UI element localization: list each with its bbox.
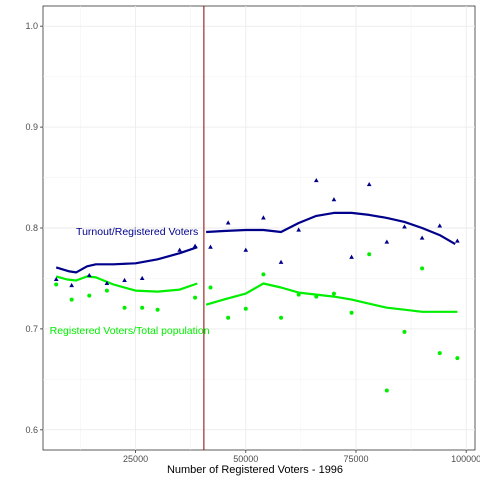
data-point-registered <box>384 388 389 393</box>
data-point-turnout <box>53 276 59 282</box>
data-point-turnout <box>455 238 460 243</box>
data-point-registered <box>261 272 266 277</box>
smooth-line-turnout-right <box>206 211 456 246</box>
y-tick-label: 0.8 <box>25 223 38 233</box>
data-point-registered <box>420 266 425 271</box>
data-point-turnout <box>278 259 284 264</box>
data-point-registered <box>331 291 336 296</box>
data-point-registered <box>243 306 248 311</box>
data-point-registered <box>402 329 407 334</box>
data-point-registered <box>208 285 213 290</box>
data-point-turnout <box>208 244 213 249</box>
data-point-registered <box>314 294 319 299</box>
data-point-turnout <box>139 275 145 281</box>
data-point-turnout <box>261 215 266 220</box>
series-label-turnout: Turnout/Registered Voters <box>76 226 198 238</box>
data-point-turnout <box>177 247 182 252</box>
y-tick-label: 0.7 <box>25 324 38 334</box>
x-tick-label: 75000 <box>343 454 368 464</box>
data-point-turnout <box>313 177 319 183</box>
grid <box>43 6 475 450</box>
x-axis-title: Number of Registered Voters - 1996 <box>167 464 343 476</box>
data-point-registered <box>54 282 59 287</box>
data-point-registered <box>296 292 301 297</box>
data-point-turnout <box>192 243 198 248</box>
data-point-registered <box>226 315 231 320</box>
data-point-registered <box>155 307 160 312</box>
y-tick-label: 1.0 <box>25 21 38 31</box>
smooth-lines <box>55 211 458 313</box>
x-tick-label: 50000 <box>233 454 258 464</box>
data-point-registered <box>69 297 74 302</box>
data-point-turnout <box>122 277 127 283</box>
data-point-registered <box>349 310 354 315</box>
data-point-turnout <box>437 223 443 228</box>
data-point-registered <box>193 295 198 300</box>
data-point-registered <box>455 356 460 361</box>
x-tick-label: 25000 <box>123 454 148 464</box>
data-point-turnout <box>86 272 92 277</box>
data-point-turnout <box>243 247 249 252</box>
data-point-registered <box>437 351 442 356</box>
data-point-registered <box>367 252 372 257</box>
data-point-turnout <box>384 239 390 244</box>
data-point-registered <box>87 293 92 298</box>
data-point-turnout <box>104 280 110 286</box>
smooth-line-turnout-left <box>55 246 198 274</box>
data-points <box>53 177 460 393</box>
x-tick-label: 100000 <box>451 454 480 464</box>
data-point-turnout <box>402 224 407 229</box>
data-point-registered <box>122 305 127 310</box>
data-point-registered <box>140 305 145 310</box>
series-label-registered: Registered Voters/Total population <box>50 325 210 337</box>
data-point-turnout <box>296 227 302 232</box>
data-point-turnout <box>225 220 231 225</box>
axis-ticks: 25000 50000 75000 100000 0.6 0.7 0.8 0.9 1.0 <box>25 21 480 464</box>
data-point-turnout <box>419 235 425 240</box>
data-point-turnout <box>349 254 354 259</box>
y-tick-label: 0.6 <box>25 425 38 435</box>
data-point-registered <box>104 288 109 293</box>
y-tick-label: 0.9 <box>25 122 38 132</box>
data-point-turnout <box>366 182 372 187</box>
data-point-registered <box>279 315 284 320</box>
smooth-line-registered-left <box>55 275 198 293</box>
data-point-turnout <box>69 282 74 288</box>
series-labels: Turnout/Registered Voters Registered Vote… <box>50 226 210 337</box>
data-point-turnout <box>331 197 337 202</box>
smooth-line-registered-right <box>205 282 458 313</box>
